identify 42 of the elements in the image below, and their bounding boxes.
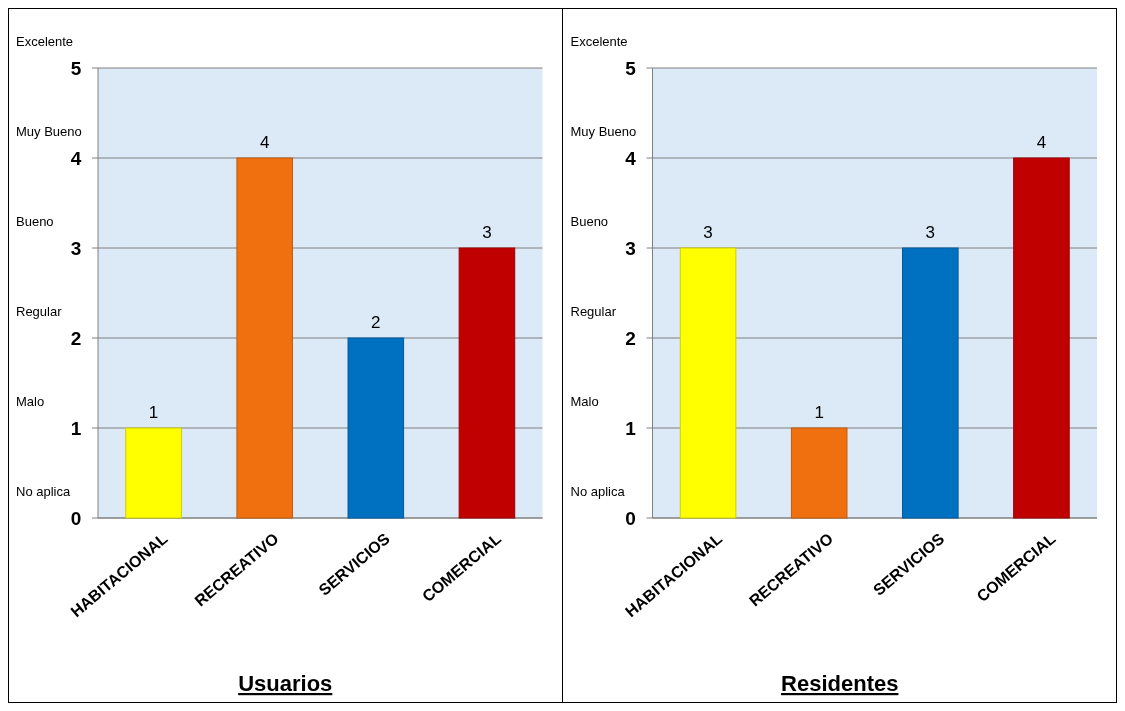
- y-tick-label: 5: [625, 57, 637, 79]
- data-label: 4: [259, 133, 270, 152]
- data-label: 3: [925, 223, 936, 242]
- text: Regular: [16, 304, 63, 319]
- text: Usuarios: [238, 671, 333, 696]
- text: No aplica: [16, 484, 71, 499]
- data-label: 4: [1036, 133, 1047, 152]
- text: Malo: [570, 394, 599, 409]
- text: No aplica: [570, 484, 626, 499]
- data-label: 3: [482, 223, 492, 242]
- bar: [902, 247, 959, 519]
- bar: [236, 157, 293, 519]
- y-tick-label: 0: [625, 507, 636, 529]
- bar: [679, 247, 737, 519]
- text: Bueno: [16, 214, 54, 229]
- bar: [790, 427, 848, 519]
- y-tick-label: 1: [625, 417, 637, 439]
- text: Muy Bueno: [16, 124, 82, 139]
- text: Muy Bueno: [570, 124, 637, 139]
- y-tick-label: 0: [70, 507, 82, 529]
- text: Regular: [570, 304, 617, 319]
- data-label: 1: [148, 403, 159, 422]
- text: Malo: [16, 394, 45, 409]
- text: Residentes: [781, 671, 899, 696]
- y-tick-label: 1: [70, 417, 82, 439]
- y-tick-label: 4: [70, 147, 82, 169]
- y-tick-label: 4: [625, 147, 637, 169]
- text: Excelente: [16, 34, 74, 49]
- bar: [347, 337, 405, 519]
- data-label: 1: [814, 403, 824, 422]
- text: Excelente: [570, 34, 628, 49]
- y-tick-label: 3: [70, 237, 82, 259]
- y-tick-label: 2: [625, 327, 636, 349]
- data-label: 3: [703, 223, 713, 242]
- bar: [458, 247, 516, 519]
- y-tick-label: 3: [625, 237, 636, 259]
- bar: [1013, 157, 1070, 519]
- bar: [125, 427, 182, 519]
- data-label: 2: [371, 313, 381, 332]
- text: Bueno: [570, 214, 609, 229]
- y-tick-label: 2: [70, 327, 82, 349]
- y-tick-label: 5: [70, 57, 82, 79]
